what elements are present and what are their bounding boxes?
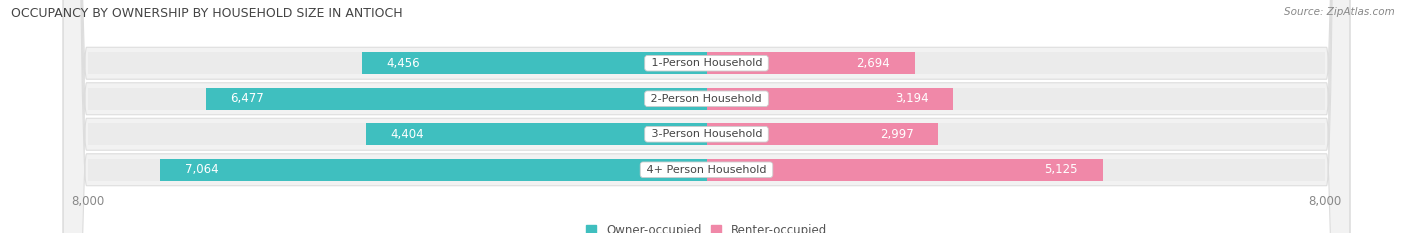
Text: 3-Person Household: 3-Person Household xyxy=(648,129,765,139)
Bar xyxy=(707,123,938,145)
Bar xyxy=(707,52,915,74)
Text: 2,694: 2,694 xyxy=(856,57,890,70)
Bar xyxy=(707,52,1324,74)
Text: OCCUPANCY BY OWNERSHIP BY HOUSEHOLD SIZE IN ANTIOCH: OCCUPANCY BY OWNERSHIP BY HOUSEHOLD SIZE… xyxy=(11,7,404,20)
Text: 4+ Person Household: 4+ Person Household xyxy=(643,165,770,175)
Text: 4,456: 4,456 xyxy=(387,57,420,70)
Text: 7,064: 7,064 xyxy=(186,163,219,176)
Text: 6,477: 6,477 xyxy=(231,92,264,105)
Bar xyxy=(707,159,1102,181)
Bar xyxy=(160,159,707,181)
Text: 1-Person Household: 1-Person Household xyxy=(648,58,765,68)
FancyBboxPatch shape xyxy=(63,0,1350,233)
Text: 2,997: 2,997 xyxy=(880,128,914,141)
Text: 5,125: 5,125 xyxy=(1045,163,1078,176)
Bar xyxy=(89,88,707,110)
FancyBboxPatch shape xyxy=(63,0,1350,233)
Bar xyxy=(707,123,1324,145)
FancyBboxPatch shape xyxy=(63,0,1350,233)
Bar xyxy=(89,52,707,74)
FancyBboxPatch shape xyxy=(63,0,1350,233)
Bar xyxy=(89,159,707,181)
Text: 3,194: 3,194 xyxy=(896,92,929,105)
Bar xyxy=(707,88,1324,110)
Legend: Owner-occupied, Renter-occupied: Owner-occupied, Renter-occupied xyxy=(581,219,832,233)
Bar xyxy=(361,52,707,74)
Bar xyxy=(205,88,707,110)
Bar xyxy=(366,123,707,145)
Bar xyxy=(707,159,1324,181)
Bar xyxy=(89,123,707,145)
Text: Source: ZipAtlas.com: Source: ZipAtlas.com xyxy=(1284,7,1395,17)
Text: 2-Person Household: 2-Person Household xyxy=(647,94,766,104)
Text: 4,404: 4,404 xyxy=(391,128,425,141)
Bar xyxy=(707,88,953,110)
